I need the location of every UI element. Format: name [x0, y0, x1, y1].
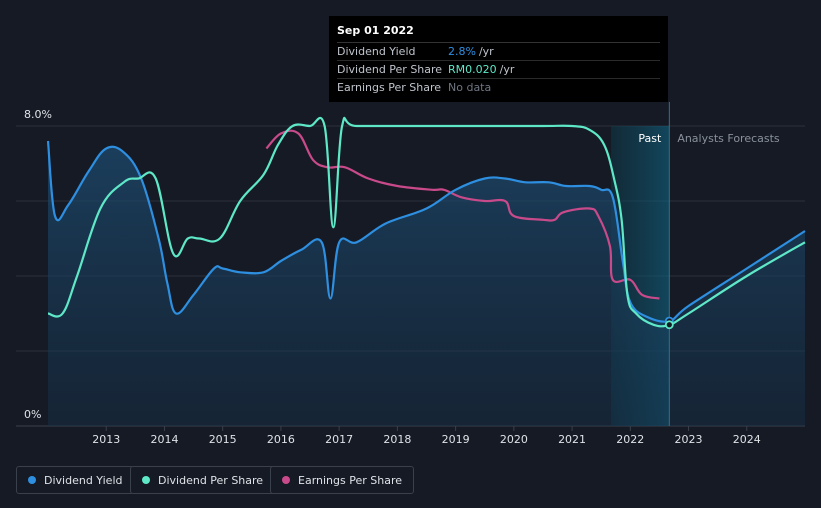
dividend-yield-line [46, 140, 806, 323]
hover-tooltip: Sep 01 2022 Dividend Yield 2.8%/yr Divid… [329, 16, 668, 102]
tooltip-unit: /yr [499, 63, 515, 76]
tooltip-row-dividend-per-share: Dividend Per Share RM0.020/yr [337, 61, 660, 79]
dividend-per-share-line [47, 116, 806, 328]
x-tick-label: 2020 [500, 433, 528, 446]
x-tick-label: 2017 [325, 433, 353, 446]
tooltip-date: Sep 01 2022 [337, 22, 660, 43]
tooltip-label: Dividend Yield [337, 45, 416, 58]
legend-dot-icon [282, 476, 290, 484]
legend-label: Earnings Per Share [298, 473, 403, 487]
legend-dividend-per-share[interactable]: Dividend Per Share [130, 466, 276, 494]
x-tick-label: 2014 [150, 433, 178, 446]
tooltip-row-dividend-yield: Dividend Yield 2.8%/yr [337, 43, 660, 61]
tooltip-row-earnings-per-share: Earnings Per Share No data [337, 79, 660, 96]
legend-earnings-per-share[interactable]: Earnings Per Share [270, 466, 415, 494]
legend-label: Dividend Yield [44, 473, 123, 487]
past-label: Past [638, 132, 662, 145]
analysts-forecasts-label: Analysts Forecasts [677, 132, 780, 145]
tooltip-value: 2.8% [448, 45, 476, 58]
hover-marker [664, 320, 674, 330]
tooltip-value: No data [448, 81, 492, 94]
legend-dot-icon [142, 476, 150, 484]
y-tick-label: 8.0% [24, 108, 52, 121]
x-tick-label: 2023 [675, 433, 703, 446]
tooltip-label: Earnings Per Share [337, 81, 442, 94]
tooltip-unit: /yr [478, 45, 494, 58]
legend-dividend-yield[interactable]: Dividend Yield [16, 466, 135, 494]
earnings-per-share-line [265, 129, 660, 300]
y-tick-label: 0% [24, 408, 41, 421]
tooltip-value: RM0.020 [448, 63, 497, 76]
x-tick-label: 2019 [442, 433, 470, 446]
x-tick-label: 2024 [733, 433, 761, 446]
x-tick-label: 2022 [616, 433, 644, 446]
legend-label: Dividend Per Share [158, 473, 264, 487]
x-tick-label: 2013 [92, 433, 120, 446]
legend-dot-icon [28, 476, 36, 484]
tooltip-label: Dividend Per Share [337, 63, 443, 76]
x-tick-label: 2016 [267, 433, 295, 446]
dividend-yield-area [48, 141, 805, 426]
x-tick-label: 2015 [209, 433, 237, 446]
x-tick-label: 2018 [383, 433, 411, 446]
x-tick-label: 2021 [558, 433, 586, 446]
